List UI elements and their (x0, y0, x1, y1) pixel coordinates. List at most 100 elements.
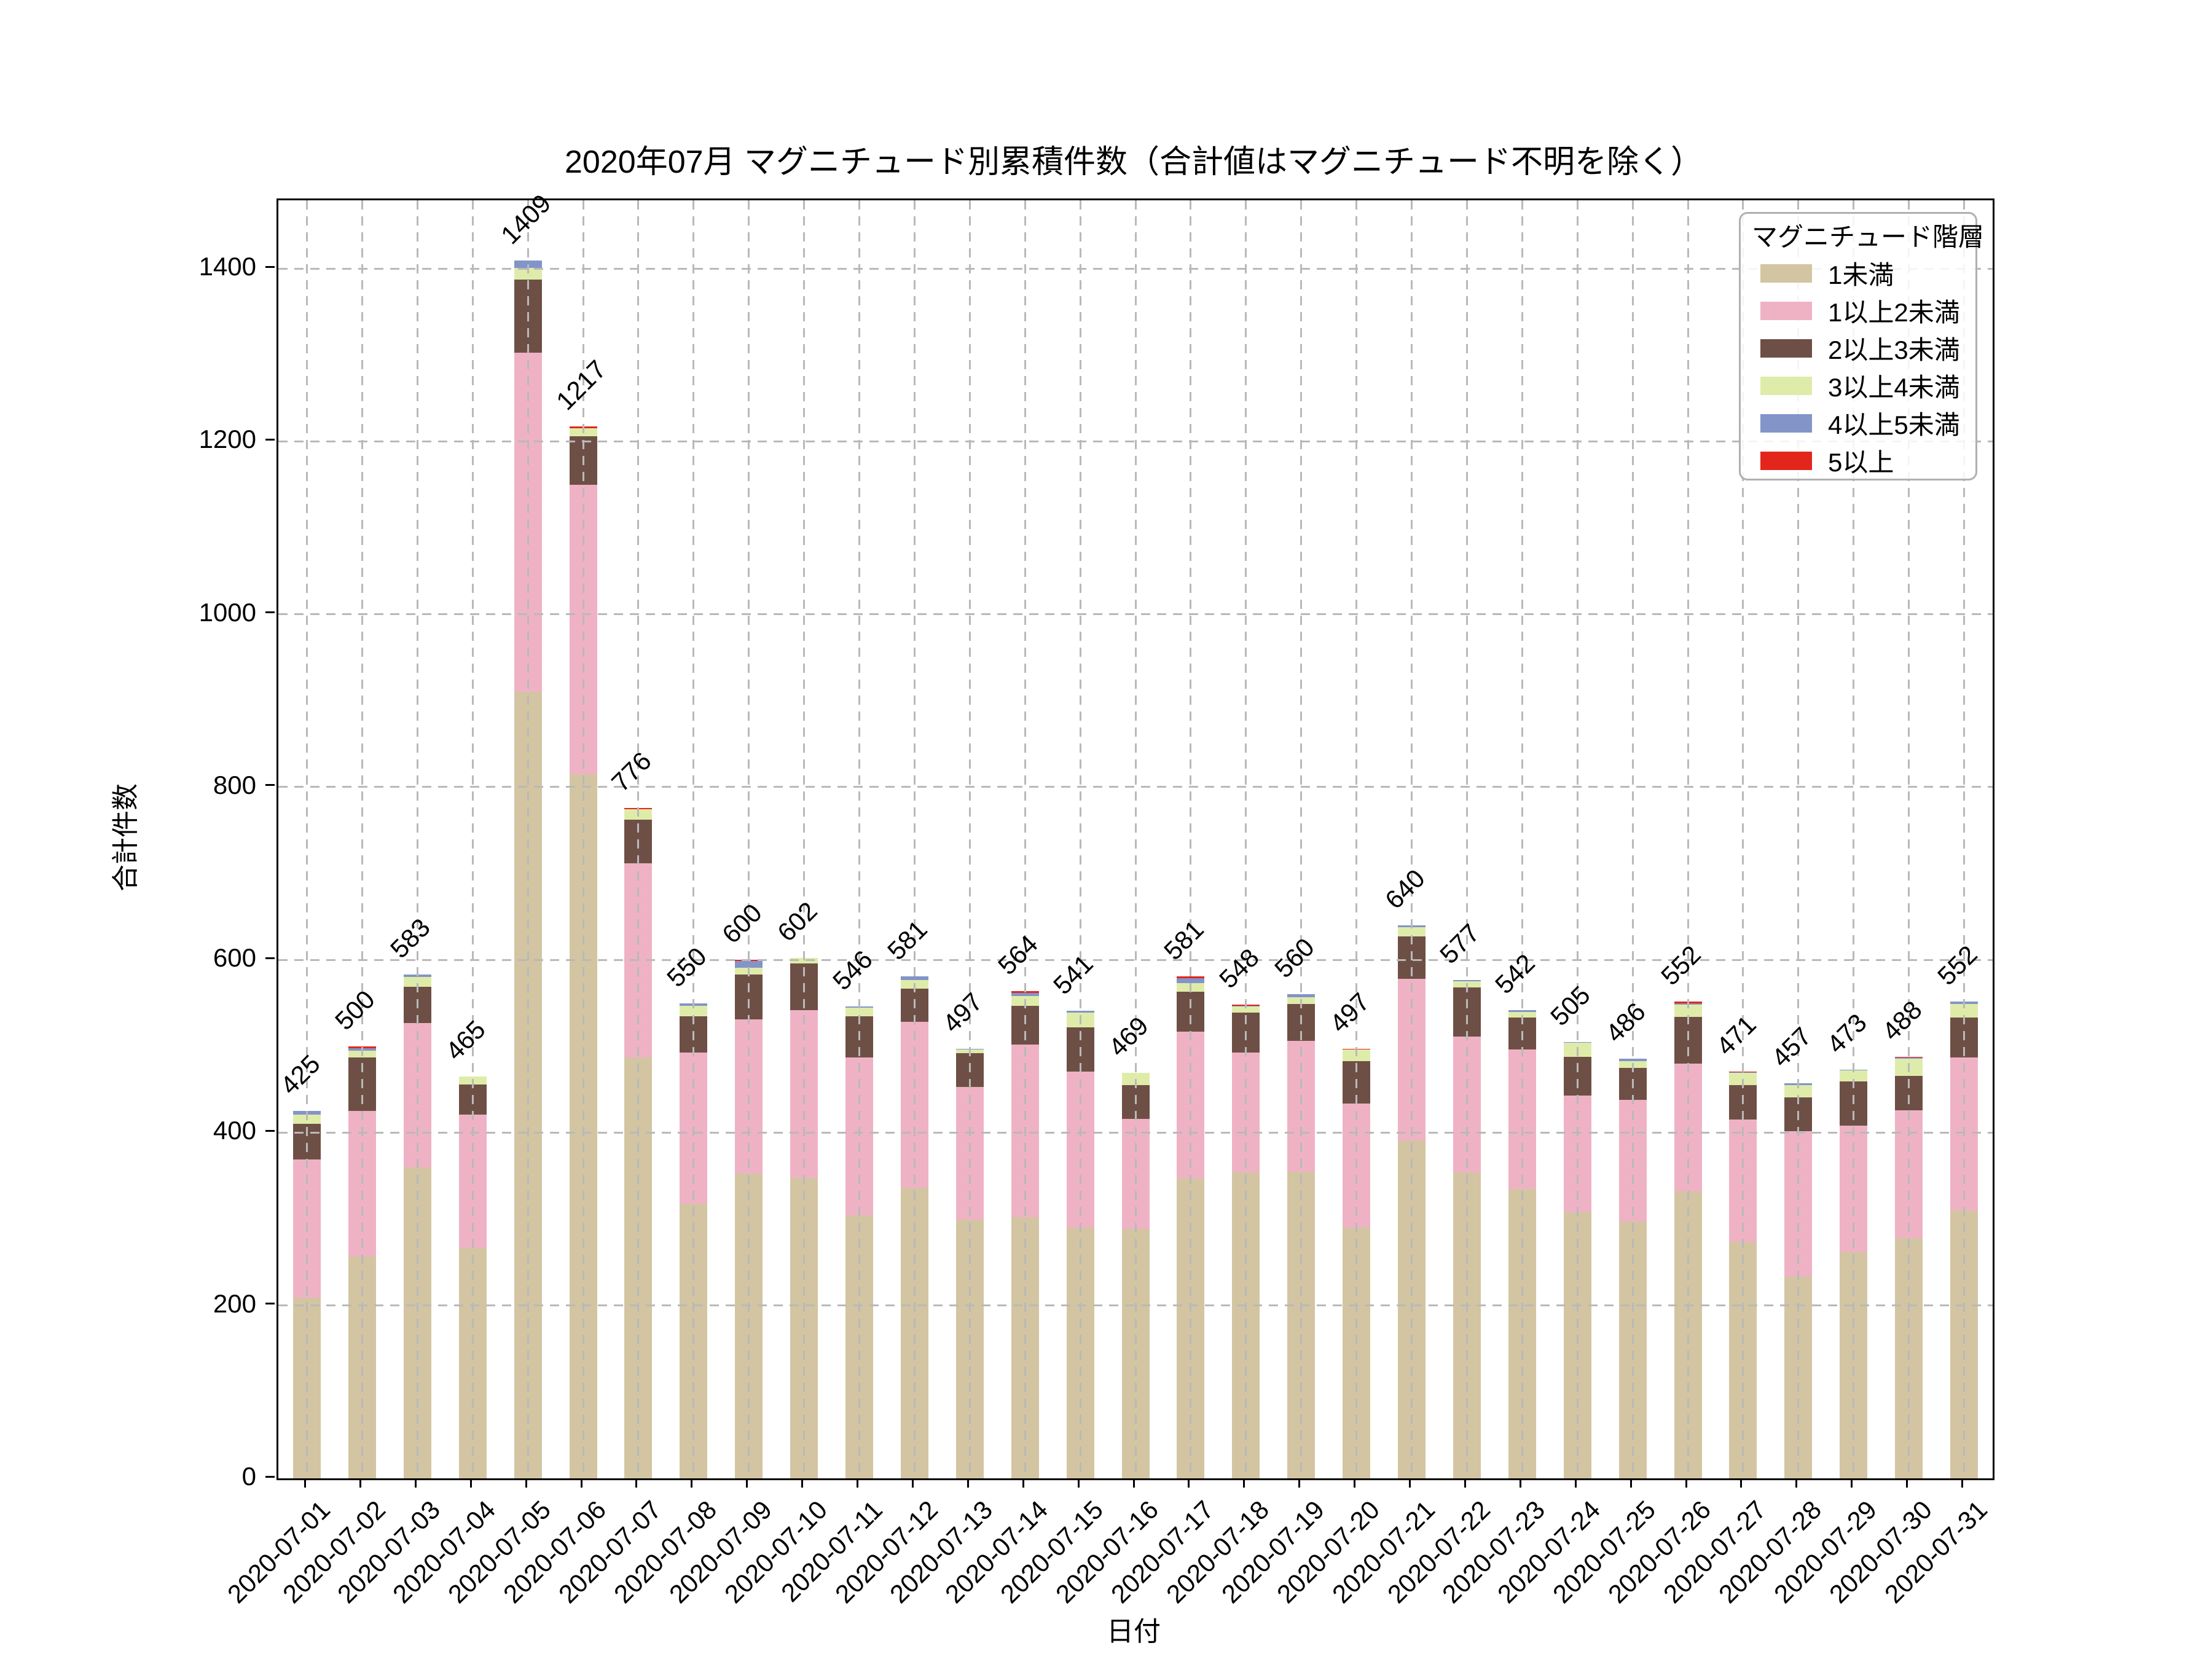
x-tick (746, 1478, 748, 1488)
plot-area (276, 198, 1994, 1480)
x-tick (911, 1478, 914, 1488)
legend-swatch (1760, 301, 1812, 320)
y-tick (265, 957, 275, 959)
legend-label: 1未満 (1828, 261, 1894, 289)
vertical-gridline (1797, 200, 1800, 1478)
x-tick (1795, 1478, 1798, 1488)
legend-swatch (1760, 376, 1812, 395)
vertical-gridline (1411, 200, 1413, 1478)
legend-swatch (1760, 414, 1812, 433)
x-tick (1685, 1478, 1687, 1488)
x-tick (1740, 1478, 1743, 1488)
vertical-gridline (471, 200, 474, 1478)
x-tick (967, 1478, 969, 1488)
vertical-gridline (1024, 200, 1026, 1478)
x-tick (580, 1478, 582, 1488)
vertical-gridline (1134, 200, 1137, 1478)
horizontal-gridline (278, 1304, 1993, 1307)
y-tick (265, 611, 275, 614)
legend-entry: 2以上3未満 (1752, 329, 1975, 367)
legend-title: マグニチュード階層 (1752, 222, 1985, 251)
x-tick (801, 1478, 804, 1488)
legend-entry: 1未満 (1752, 254, 1975, 292)
legend-label: 1以上2未満 (1828, 298, 1960, 327)
x-tick (1464, 1478, 1466, 1488)
legend: マグニチュード階層 1未満 1以上2未満 2以上3未満 3以上4未満 4以上5未満 5以上 (1739, 212, 1985, 480)
vertical-gridline (1300, 200, 1303, 1478)
legend-swatch (1760, 264, 1812, 283)
legend-entry: 3以上4未満 (1752, 367, 1975, 404)
x-tick (1188, 1478, 1190, 1488)
x-tick (1409, 1478, 1411, 1488)
horizontal-gridline (278, 1131, 1993, 1134)
x-tick (1077, 1478, 1080, 1488)
y-tick (265, 1129, 275, 1132)
vertical-gridline (1576, 200, 1579, 1478)
vertical-gridline (582, 200, 584, 1478)
vertical-gridline (527, 200, 529, 1478)
vertical-gridline (803, 200, 806, 1478)
y-axis-title: 合計件数 (111, 783, 141, 892)
x-tick (469, 1478, 472, 1488)
vertical-gridline (968, 200, 971, 1478)
horizontal-gridline (278, 613, 1993, 616)
y-tick-label: 200 (213, 1288, 256, 1318)
x-tick (1961, 1478, 1963, 1488)
legend-label: 3以上4未満 (1828, 373, 1960, 402)
y-tick-label: 1000 (198, 597, 256, 627)
y-tick-label: 0 (241, 1462, 256, 1491)
x-tick (691, 1478, 693, 1488)
vertical-gridline (637, 200, 640, 1478)
vertical-gridline (1687, 200, 1689, 1478)
y-tick (265, 1303, 275, 1305)
x-tick (359, 1478, 361, 1488)
vertical-gridline (1245, 200, 1247, 1478)
horizontal-gridline (278, 959, 1993, 961)
x-tick (525, 1478, 527, 1488)
horizontal-gridline (278, 440, 1993, 442)
x-tick (1243, 1478, 1245, 1488)
vertical-gridline (692, 200, 695, 1478)
x-tick (414, 1478, 417, 1488)
y-tick-label: 600 (213, 943, 256, 973)
legend-label: 2以上3未満 (1828, 335, 1960, 364)
chart-title: 2020年07月 マグニチュード別累積件数（合計値はマグニチュード不明を除く） (565, 144, 1703, 180)
x-tick (1519, 1478, 1521, 1488)
y-tick-label: 1400 (198, 252, 256, 281)
legend-label: 4以上5未満 (1828, 410, 1960, 439)
x-tick (304, 1478, 306, 1488)
x-tick (635, 1478, 638, 1488)
vertical-gridline (1190, 200, 1192, 1478)
vertical-gridline (361, 200, 363, 1478)
x-tick (1851, 1478, 1853, 1488)
vertical-gridline (416, 200, 418, 1478)
y-tick (265, 784, 275, 786)
vertical-gridline (913, 200, 916, 1478)
y-tick (265, 1475, 275, 1478)
x-tick (1630, 1478, 1632, 1488)
vertical-gridline (748, 200, 750, 1478)
legend-swatch (1760, 339, 1812, 358)
horizontal-gridline (278, 267, 1993, 270)
x-tick (1354, 1478, 1356, 1488)
vertical-gridline (1465, 200, 1468, 1478)
y-tick-label: 1200 (198, 425, 256, 454)
x-axis-title: 日付 (1107, 1617, 1161, 1647)
x-tick (1298, 1478, 1301, 1488)
legend-swatch (1760, 451, 1812, 470)
x-tick (857, 1478, 858, 1488)
x-tick (1906, 1478, 1908, 1488)
y-tick (265, 265, 275, 268)
legend-entry: 1以上2未満 (1752, 292, 1975, 329)
vertical-gridline (1963, 200, 1965, 1478)
vertical-gridline (1742, 200, 1744, 1478)
vertical-gridline (1355, 200, 1358, 1478)
y-tick-label: 800 (213, 770, 256, 799)
legend-entry: 5以上 (1752, 442, 1975, 479)
legend-entry: 4以上5未満 (1752, 404, 1975, 442)
vertical-gridline (1521, 200, 1523, 1478)
y-tick (265, 438, 275, 441)
vertical-gridline (1079, 200, 1081, 1478)
horizontal-gridline (278, 786, 1993, 788)
